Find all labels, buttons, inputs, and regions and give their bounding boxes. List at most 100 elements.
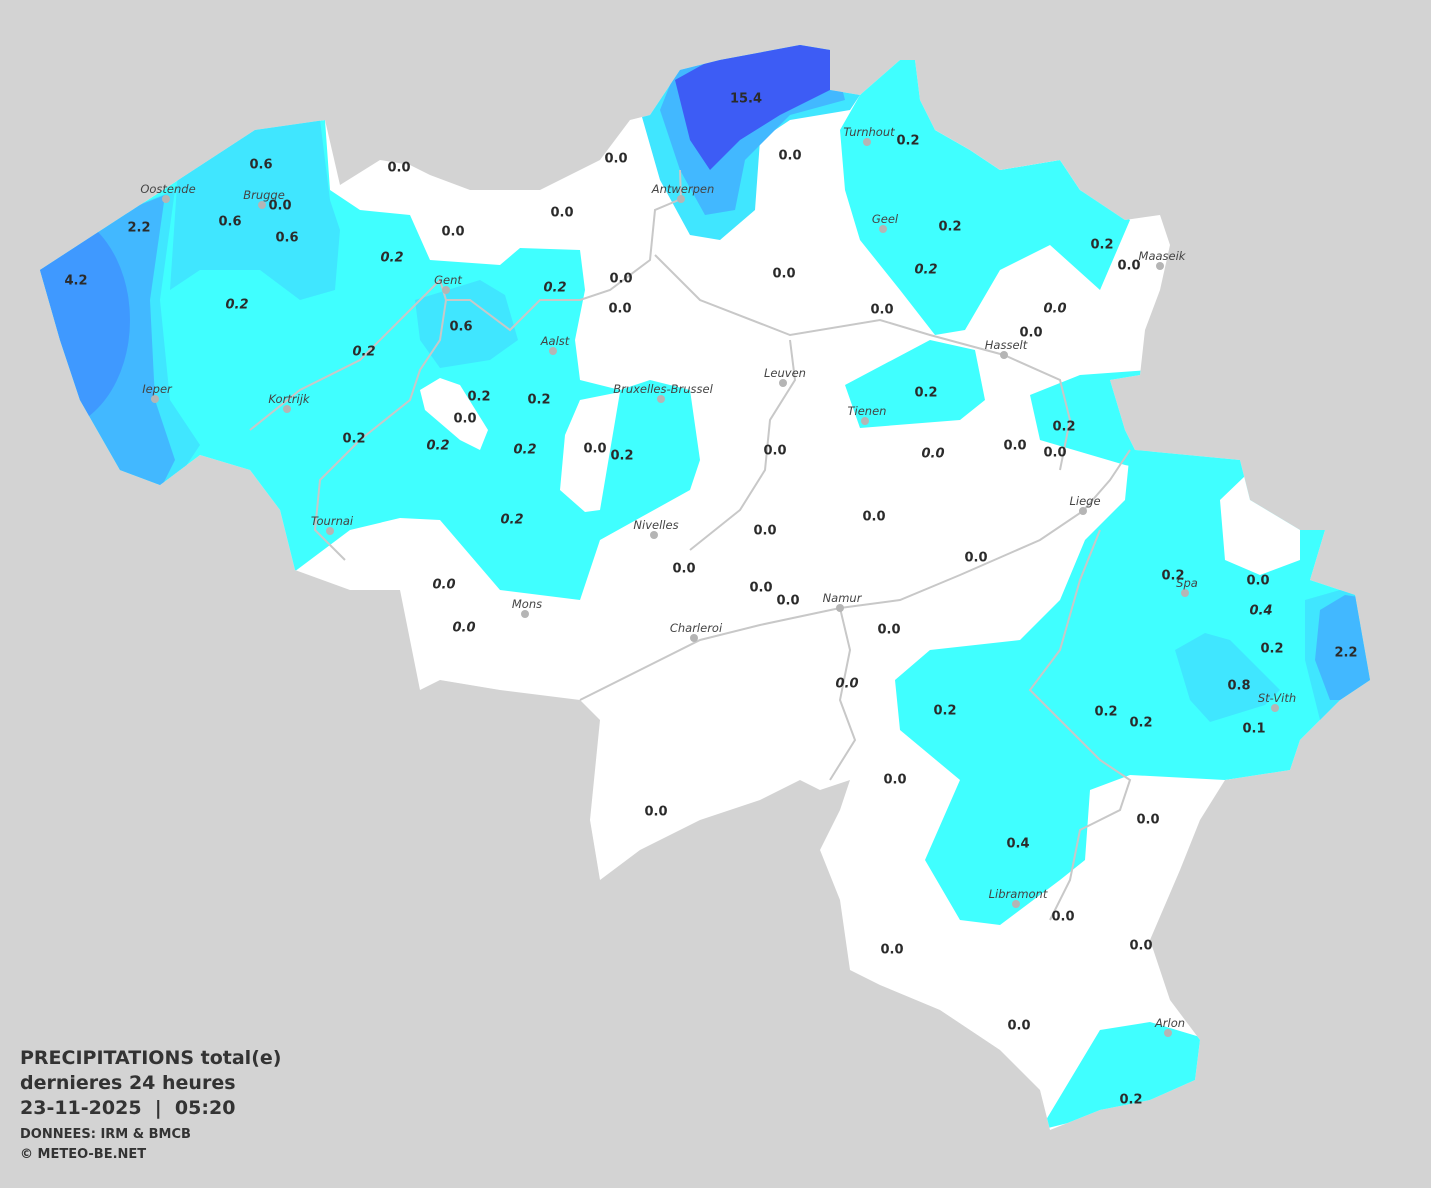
city-marker: [657, 395, 665, 403]
precipitation-value: 0.0: [1043, 302, 1066, 317]
precipitation-value: 0.2: [352, 345, 375, 360]
legend: PRECIPITATIONS total(e) dernieres 24 heu…: [20, 1046, 281, 1165]
precipitation-value: 0.0: [772, 267, 795, 282]
precipitation-value: 0.0: [1051, 910, 1074, 925]
precipitation-value: 4.2: [64, 274, 87, 289]
precipitation-value: 0.2: [342, 432, 365, 447]
value-layer: 0.6 2.2 0.6 0.0 0.6 4.2 0.2 0.0 0.0 0.2 0.0 0.0 15.4…: [64, 92, 1357, 1108]
precipitation-value: 0.0: [778, 149, 801, 164]
precipitation-value: 0.0: [862, 510, 885, 525]
legend-source: DONNEES: IRM & BMCB: [20, 1127, 191, 1142]
precipitation-value: 0.4: [1249, 604, 1272, 619]
zone-brussels-dry: [560, 392, 620, 512]
precipitation-value: 0.0: [880, 943, 903, 958]
city-label: Antwerpen: [651, 182, 715, 196]
precipitation-value: 0.2: [1119, 1093, 1142, 1108]
precipitation-value: 0.0: [604, 152, 627, 167]
precipitation-value: 0.2: [914, 263, 937, 278]
city-label: Spa: [1176, 576, 1198, 590]
city-marker: [442, 286, 450, 294]
zone-spa-dry: [1220, 476, 1300, 575]
precipitation-value: 2.2: [127, 221, 150, 236]
precipitation-value: 0.2: [1260, 642, 1283, 657]
city-marker: [258, 201, 266, 209]
zone-brugge-mid: [170, 120, 340, 300]
city-marker: [1079, 507, 1087, 515]
precipitation-value: 0.0: [877, 623, 900, 638]
city-label: Mons: [512, 597, 542, 611]
city-label: Tienen: [848, 404, 887, 418]
city-label: Charleroi: [670, 621, 723, 635]
zone-arlon-light: [1040, 1022, 1210, 1130]
precipitation-value: 0.0: [1129, 939, 1152, 954]
precipitation-value: 0.0: [883, 773, 906, 788]
city-label: Turnhout: [843, 125, 895, 139]
city-marker: [1271, 704, 1279, 712]
precipitation-value: 0.8: [1227, 679, 1250, 694]
precipitation-value: 0.0: [672, 562, 695, 577]
precipitation-value: 0.2: [500, 513, 523, 528]
precipitation-value: 0.2: [543, 281, 566, 296]
legend-datetime: 23-11-2025 | 05:20: [20, 1097, 236, 1119]
precipitation-value: 0.2: [1090, 238, 1113, 253]
precipitation-value: 0.0: [763, 444, 786, 459]
precipitation-value: 0.0: [835, 677, 858, 692]
precipitation-value: 0.2: [896, 134, 919, 149]
precipitation-value: 0.0: [609, 272, 632, 287]
precipitation-value: 0.0: [452, 621, 475, 636]
precipitation-value: 0.0: [1043, 446, 1066, 461]
city-marker: [162, 195, 170, 203]
precipitation-value: 0.0: [921, 447, 944, 462]
city-marker: [863, 138, 871, 146]
city-label: Maaseik: [1139, 249, 1187, 263]
precipitation-value: 0.0: [550, 206, 573, 221]
city-label: Nivelles: [633, 518, 678, 532]
precipitation-value: 0.1: [1242, 722, 1265, 737]
precipitation-value: 0.2: [1129, 716, 1152, 731]
precipitation-value: 0.0: [1246, 574, 1269, 589]
zone-antwerp-very-heavy: [675, 45, 830, 170]
city-label: Libramont: [989, 887, 1048, 901]
zone-stvith-mid: [1175, 633, 1280, 722]
precipitation-value: 0.0: [870, 303, 893, 318]
precipitation-value: 0.0: [753, 524, 776, 539]
city-marker: [1012, 900, 1020, 908]
precipitation-value: 0.2: [938, 220, 961, 235]
city-marker: [861, 417, 869, 425]
city-marker: [690, 634, 698, 642]
city-label: Bruxelles-Brussel: [613, 382, 713, 396]
city-label: Aalst: [540, 334, 570, 348]
city-marker: [283, 405, 291, 413]
city-marker: [521, 610, 529, 618]
precipitation-value: 0.2: [513, 443, 536, 458]
city-label: Leuven: [764, 366, 806, 380]
precipitation-value: 0.2: [610, 449, 633, 464]
city-label: Hasselt: [985, 338, 1028, 352]
city-label: Tournai: [311, 514, 354, 528]
precipitation-value: 0.0: [387, 161, 410, 176]
precipitation-value: 0.0: [1007, 1019, 1030, 1034]
precipitation-value: 0.0: [776, 594, 799, 609]
legend-copyright: © METEO-BE.NET: [20, 1147, 147, 1162]
city-marker: [1156, 262, 1164, 270]
precipitation-value: 0.0: [583, 442, 606, 457]
city-marker: [879, 225, 887, 233]
city-marker: [836, 604, 844, 612]
precipitation-value: 0.4: [1006, 837, 1029, 852]
city-marker: [1000, 351, 1008, 359]
city-label: Oostende: [140, 182, 195, 196]
precipitation-value: 0.0: [1117, 259, 1140, 274]
legend-title: PRECIPITATIONS total(e): [20, 1047, 282, 1069]
precipitation-value: 0.0: [453, 412, 476, 427]
precipitation-value: 15.4: [730, 92, 762, 107]
precipitation-value: 0.0: [441, 225, 464, 240]
precipitation-value: 0.2: [1094, 705, 1117, 720]
city-label: Brugge: [243, 188, 285, 202]
city-marker: [779, 379, 787, 387]
precipitation-value: 0.0: [1003, 439, 1026, 454]
precipitation-value: 0.2: [426, 439, 449, 454]
precipitation-value: 0.0: [268, 199, 291, 214]
precipitation-value: 0.6: [218, 215, 241, 230]
precipitation-value: 0.2: [1161, 569, 1184, 584]
